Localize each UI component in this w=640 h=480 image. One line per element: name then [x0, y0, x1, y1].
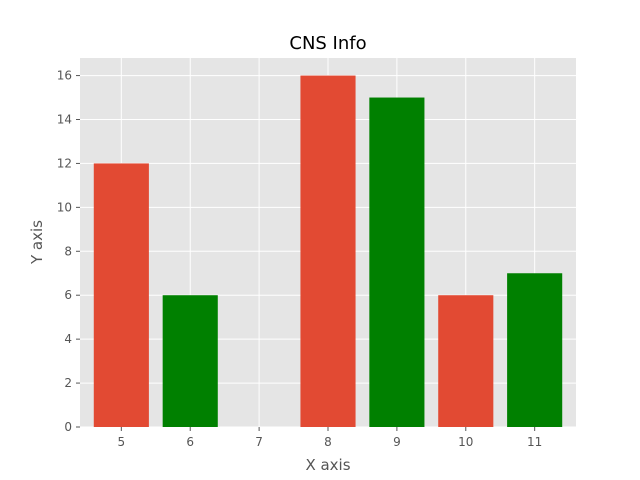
bar-8 — [300, 75, 356, 428]
x-axis-label: X axis — [305, 456, 350, 474]
bar-11 — [507, 273, 563, 427]
x-tick-label: 5 — [118, 435, 126, 449]
x-axis-ticks: 5 6 7 8 9 10 11 — [118, 427, 542, 449]
y-tick-label: 14 — [57, 113, 72, 127]
y-axis-ticks: 0 2 4 6 8 10 12 14 16 — [57, 69, 80, 434]
y-tick-label: 10 — [57, 200, 72, 214]
bar-10 — [438, 295, 494, 427]
x-tick-label: 7 — [255, 435, 263, 449]
x-tick-label: 6 — [186, 435, 194, 449]
x-tick-label: 8 — [324, 435, 332, 449]
x-tick-label: 10 — [458, 435, 473, 449]
y-tick-label: 0 — [64, 420, 72, 434]
y-tick-label: 8 — [64, 244, 72, 258]
y-tick-label: 4 — [64, 332, 72, 346]
y-tick-label: 12 — [57, 156, 72, 170]
bar-9 — [369, 97, 425, 428]
bar-5 — [93, 163, 149, 427]
y-tick-label: 16 — [57, 69, 72, 83]
x-tick-label: 11 — [527, 435, 542, 449]
bars — [93, 75, 563, 428]
y-axis-label: Y axis — [28, 220, 46, 265]
y-tick-label: 2 — [64, 376, 72, 390]
chart-title: CNS Info — [289, 33, 366, 54]
y-tick-label: 6 — [64, 288, 72, 302]
x-tick-label: 9 — [393, 435, 401, 449]
bar-6 — [162, 295, 218, 427]
